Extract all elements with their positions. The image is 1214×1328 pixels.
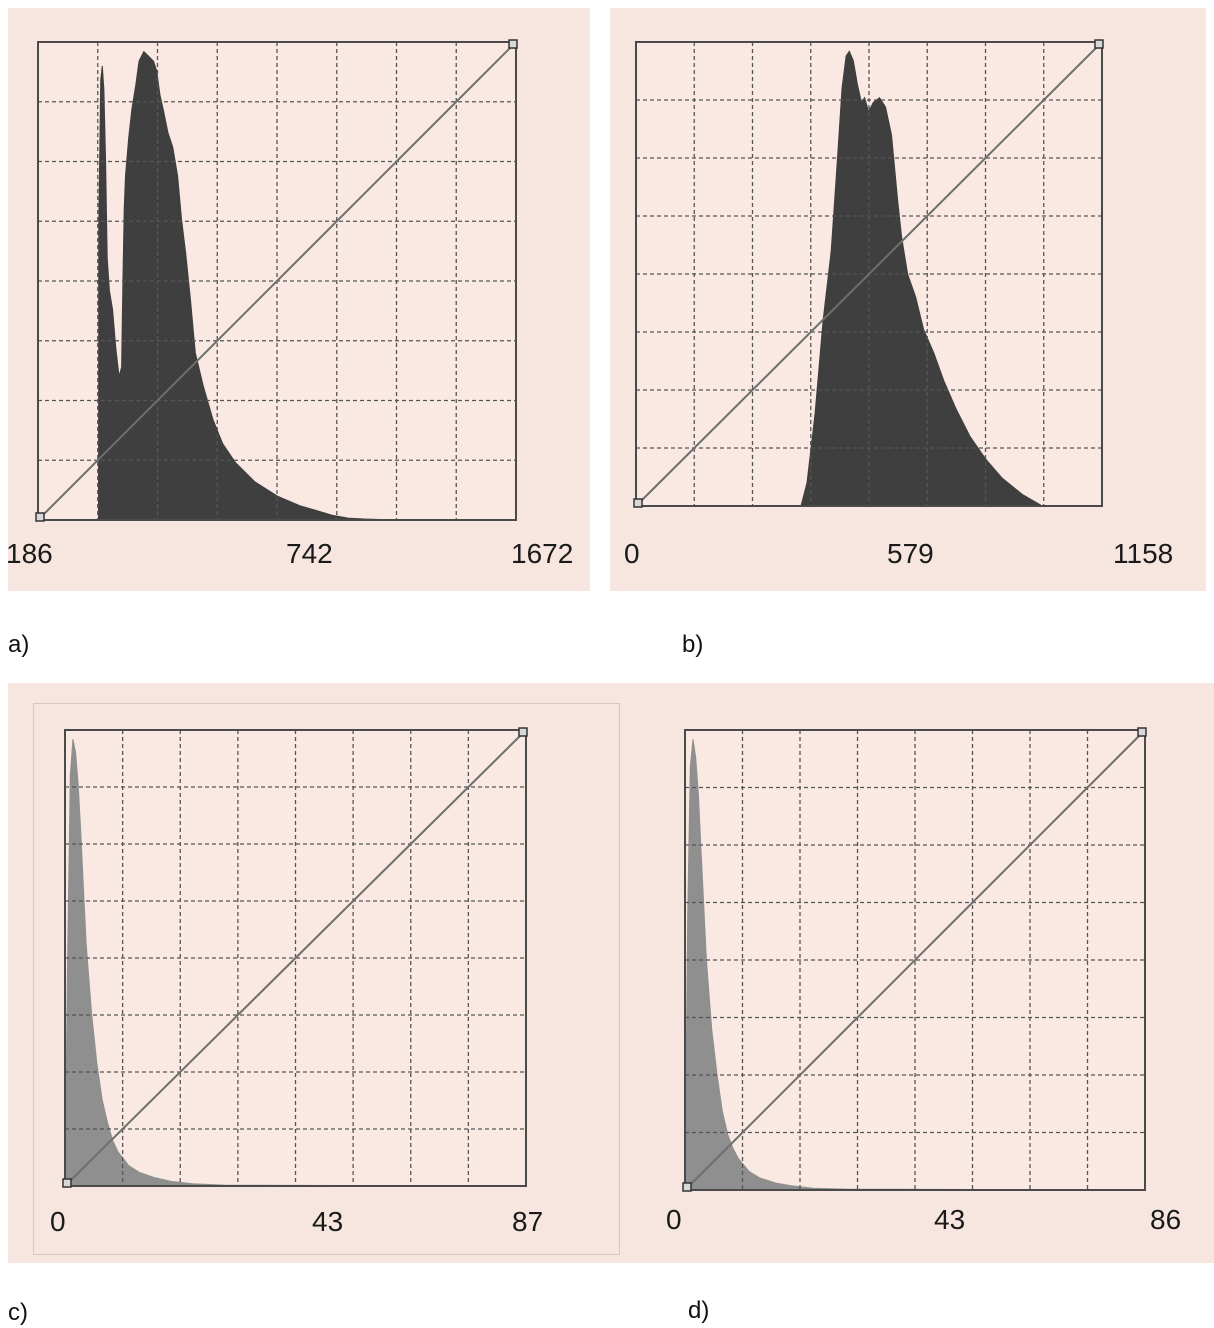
- curve-line-c: [67, 732, 524, 1184]
- curve-handle-high-c: [518, 727, 528, 737]
- x-tick-mid-c: 43: [312, 1206, 344, 1237]
- x-tick-max-b: 1158: [1113, 538, 1174, 569]
- x-tick-min-b: 0: [624, 538, 640, 569]
- x-tick-mid-d: 43: [934, 1204, 966, 1235]
- caption-b: b): [682, 631, 704, 658]
- x-tick-mid-a: 742: [286, 538, 333, 569]
- curve-handle-low-c: [62, 1178, 72, 1188]
- histogram-chart-a: [35, 39, 518, 522]
- chart-panel-b: 0 579 1158: [610, 8, 1206, 591]
- curve-handle-high-b: [1094, 39, 1104, 49]
- x-tick-min-a: 186: [6, 538, 53, 569]
- window-frame-c: [33, 703, 620, 1255]
- curve-line-a: [40, 44, 514, 518]
- histogram-chart-b: [633, 39, 1104, 508]
- curve-handle-low-b: [633, 498, 643, 508]
- chart-panel-d: 0 43 86: [632, 683, 1214, 1263]
- curve-line-d: [687, 732, 1143, 1188]
- x-tick-min-c: 0: [50, 1206, 66, 1237]
- caption-a: a): [8, 631, 30, 658]
- curve-line-b: [638, 44, 1100, 504]
- histogram-chart-c: [62, 727, 528, 1188]
- chart-panel-a: 186 742 1672: [6, 8, 590, 591]
- x-tick-mid-b: 579: [887, 538, 934, 569]
- x-tick-max-c: 87: [512, 1206, 544, 1237]
- x-tick-min-d: 0: [666, 1204, 682, 1235]
- curve-handle-low-a: [35, 512, 45, 522]
- plot-border-c: [64, 729, 527, 1187]
- chart-panel-c: 0 43 87: [8, 683, 632, 1263]
- x-tick-max-d: 86: [1150, 1204, 1182, 1235]
- plot-border-b: [635, 41, 1103, 507]
- curve-handle-high-d: [1137, 727, 1147, 737]
- plot-border-a: [37, 41, 517, 521]
- plot-border-d: [684, 729, 1146, 1191]
- curve-handle-high-a: [508, 39, 518, 49]
- histogram-chart-d: [682, 727, 1147, 1192]
- curve-handle-low-d: [682, 1182, 692, 1192]
- x-tick-max-a: 1672: [511, 538, 574, 569]
- histogram-area-b: [636, 50, 1102, 507]
- caption-d: d): [688, 1297, 710, 1324]
- caption-c: c): [8, 1299, 28, 1326]
